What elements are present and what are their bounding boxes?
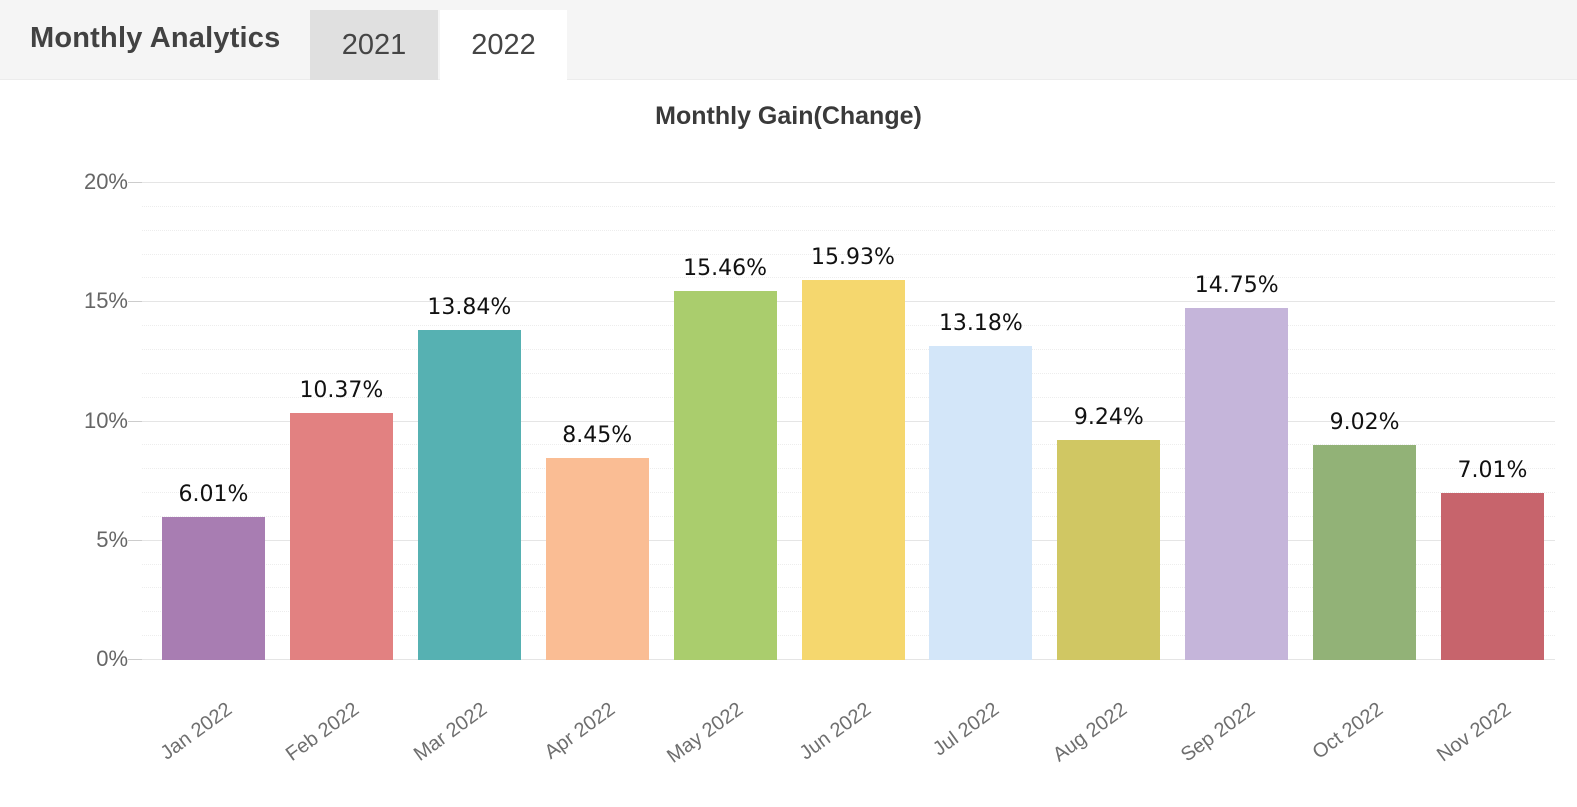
y-axis-label: 15% — [83, 288, 128, 314]
bar-value-label: 9.02% — [1329, 409, 1400, 435]
gridline — [142, 182, 1555, 183]
x-axis-label: Jan 2022 — [156, 698, 236, 765]
gridline — [142, 229, 1555, 231]
x-axis-label: Nov 2022 — [1432, 698, 1515, 767]
y-axis-tick — [128, 182, 142, 183]
bar-value-label: 10.37% — [299, 377, 384, 403]
y-axis-label: 10% — [83, 407, 128, 433]
tab-2021[interactable]: 2021 — [310, 10, 438, 80]
gridline — [142, 253, 1555, 255]
y-axis-label: 20% — [83, 169, 128, 194]
bar-nov-2022[interactable] — [1441, 492, 1544, 660]
x-axis-label: May 2022 — [663, 698, 748, 768]
bar-apr-2022[interactable] — [545, 458, 649, 660]
page-title: Monthly Analytics — [30, 21, 281, 54]
bar-value-label: 15.93% — [811, 245, 895, 271]
x-axis-label: Jul 2022 — [928, 698, 1004, 761]
y-axis-tick — [128, 301, 142, 303]
bar-sep-2022[interactable] — [1185, 308, 1289, 660]
bar-value-label: 9.24% — [1073, 404, 1144, 430]
bar-value-label: 15.46% — [683, 256, 768, 282]
bar-jan-2022[interactable] — [162, 516, 265, 660]
bar-value-label: 6.01% — [178, 481, 249, 507]
gridline — [142, 205, 1555, 207]
bar-value-label: 8.45% — [562, 423, 633, 449]
y-axis-tick — [128, 420, 142, 422]
bar-jul-2022[interactable] — [929, 345, 1033, 660]
y-axis-tick — [128, 539, 142, 541]
bar-mar-2022[interactable] — [417, 329, 521, 660]
header: Monthly Analytics 2021 2022 — [0, 0, 1577, 80]
bar-jun-2022[interactable] — [801, 280, 905, 660]
bar-oct-2022[interactable] — [1313, 444, 1417, 660]
tab-2022-selected[interactable]: 2022 — [440, 10, 567, 80]
x-axis-label: Feb 2022 — [282, 698, 364, 766]
y-axis-label: 0% — [96, 646, 128, 671]
bar-may-2022[interactable] — [673, 291, 777, 660]
y-axis-label: 5% — [96, 526, 128, 552]
bar-value-label: 13.18% — [938, 310, 1023, 336]
plot-area: 0% 5% 10% 15% 20% 6.01% Jan 2022 10.37% Feb 2022… — [84, 169, 1555, 768]
chart-title: Monthly Gain(Change) — [655, 102, 922, 130]
bar-aug-2022[interactable] — [1057, 439, 1161, 660]
x-axis-label: Aug 2022 — [1048, 698, 1131, 767]
bar-feb-2022[interactable] — [289, 412, 393, 660]
bar-value-label: 7.01% — [1457, 457, 1528, 483]
gridline — [142, 277, 1555, 279]
x-axis-label: Sep 2022 — [1176, 698, 1259, 767]
x-axis-label: Mar 2022 — [410, 698, 492, 766]
bar-value-label: 14.75% — [1194, 273, 1279, 299]
x-axis-label: Jun 2022 — [795, 698, 876, 765]
bar-value-label: 13.84% — [427, 294, 512, 320]
x-axis-label: Apr 2022 — [540, 698, 620, 764]
y-axis-tick — [128, 659, 142, 660]
x-axis-label: Oct 2022 — [1308, 698, 1387, 764]
